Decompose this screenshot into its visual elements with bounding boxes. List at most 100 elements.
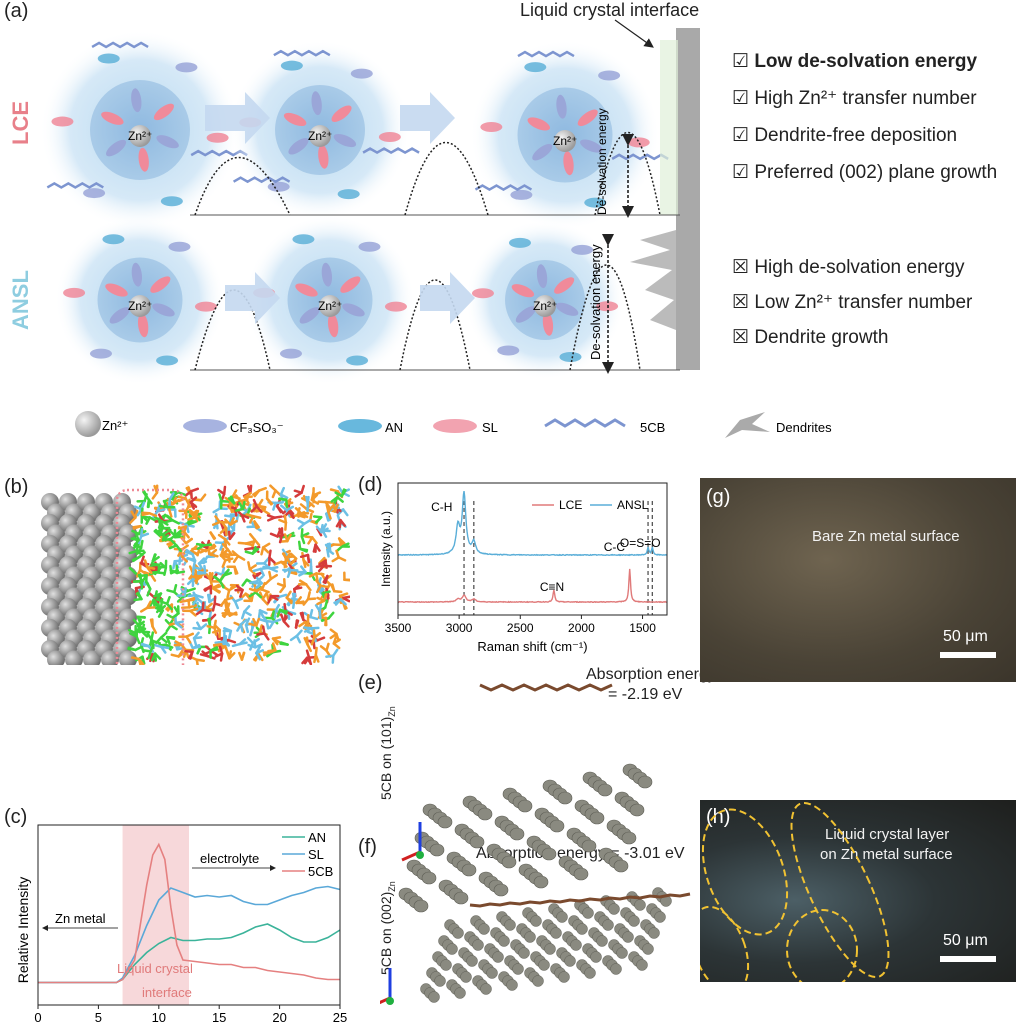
- x-tick-label: 15: [212, 1010, 226, 1024]
- sl-molecule: [150, 276, 171, 293]
- molecule-bond: [171, 498, 180, 506]
- molecule-bond: [213, 575, 222, 583]
- zn-atom: [524, 931, 536, 943]
- zn-atom: [610, 963, 622, 975]
- zn-atom: [613, 859, 629, 873]
- zn-atom: [584, 967, 596, 979]
- solvent-molecule: [378, 132, 401, 143]
- molecule-bond: [224, 557, 234, 562]
- dendrites: [630, 230, 676, 330]
- zn-ion-label: Zn²⁺: [553, 134, 577, 148]
- zn-atom: [454, 987, 466, 999]
- molecule-bond: [187, 516, 197, 521]
- anion: [156, 135, 179, 149]
- zn-ion: [534, 295, 556, 317]
- molecule-bond: [135, 635, 141, 645]
- spectrum-ansl: [397, 491, 668, 557]
- zn-atom: [642, 943, 654, 955]
- molecule-bond: [279, 641, 289, 646]
- molecule-bond: [146, 587, 152, 597]
- molecule-bond: [218, 493, 223, 503]
- molecule-bond: [184, 497, 191, 506]
- molecule-bond: [301, 611, 305, 622]
- molecule-bond: [177, 525, 188, 530]
- molecule-bond: [239, 498, 249, 503]
- triflate-icon: [183, 419, 227, 433]
- legend-label: SL: [308, 847, 324, 862]
- sl-molecule: [318, 144, 329, 169]
- molecule-bond: [149, 618, 154, 628]
- legend-sl: SL: [482, 420, 498, 435]
- molecule-bond: [271, 637, 281, 644]
- molecule-bond: [300, 528, 304, 538]
- molecule-bond: [304, 535, 314, 539]
- molecule-bond: [273, 515, 283, 519]
- solvent-molecule: [480, 121, 503, 132]
- molecule-bond: [302, 518, 312, 526]
- absorption-energy-e-value: = -2.19 eV: [608, 686, 683, 703]
- solvent-molecule: [63, 287, 86, 298]
- scale-label-g: 50 μm: [943, 628, 988, 645]
- molecule-bond: [279, 539, 289, 543]
- zn-atom: [628, 915, 640, 927]
- legend-glyphs: [75, 411, 770, 438]
- zn-atom: [550, 927, 562, 939]
- molecule-bond: [149, 643, 155, 653]
- zn-atom: [512, 963, 524, 975]
- molecule-bond: [295, 629, 303, 638]
- molecule-bond: [137, 657, 142, 665]
- molecule-bond: [153, 592, 163, 598]
- peak-label: O=S=O: [620, 536, 661, 550]
- solvent-molecule: [358, 241, 381, 252]
- anion: [580, 139, 603, 153]
- molecule-bond: [332, 638, 341, 645]
- zn-atom: [429, 843, 445, 857]
- molecule-bond: [304, 583, 312, 592]
- molecule-bond: [168, 508, 173, 518]
- solvent-molecule: [350, 68, 373, 79]
- zn-ion: [554, 130, 576, 152]
- zn-ion-label: Zn²⁺: [318, 299, 342, 313]
- molecule-bond: [314, 604, 322, 613]
- molecule-bond: [268, 570, 273, 581]
- zn-atom: [469, 835, 485, 849]
- zn-atom: [557, 791, 573, 805]
- molecule-bond: [135, 592, 143, 601]
- checkbox-crossed-icon: ☒: [732, 292, 755, 313]
- peak-label: C-H: [431, 500, 452, 514]
- checklist-item: ☒ Dendrite growth: [732, 326, 972, 361]
- molecule-bond: [305, 649, 311, 659]
- molecule-bond: [255, 576, 263, 585]
- solvent-molecule: [267, 181, 290, 192]
- zn-ion-label: Zn²⁺: [128, 299, 152, 313]
- x-tick-label: 25: [333, 1010, 347, 1024]
- zn-atom: [486, 967, 498, 979]
- molecule-bond: [276, 582, 286, 588]
- molecule-bond: [318, 556, 326, 565]
- interface-highlight-box: [115, 488, 185, 665]
- zn-atom: [518, 947, 530, 959]
- zn-atom: [544, 943, 556, 955]
- zn-atom: [421, 871, 437, 885]
- molecule-bond: [251, 545, 257, 555]
- molecule-bond: [319, 584, 329, 589]
- molecule-bond: [188, 607, 199, 613]
- molecule-bond: [203, 585, 212, 592]
- checklist-item: ☒ High de-solvation energy: [732, 256, 972, 291]
- molecule-bond: [230, 495, 236, 505]
- desolvation-label-ansl: De-solvation energy: [588, 244, 603, 360]
- molecule-bond: [271, 489, 277, 499]
- molecule-bond: [206, 625, 216, 630]
- molecule-bond: [151, 491, 159, 500]
- zn-ion-label: Zn²⁺: [308, 129, 332, 143]
- molecule-bond: [189, 500, 198, 509]
- molecule-bond: [241, 500, 246, 511]
- series-line-an: [38, 923, 341, 984]
- molecule-bond: [305, 495, 310, 506]
- molecule-bond: [209, 553, 219, 558]
- molecule-bond: [244, 542, 254, 547]
- legend-label: AN: [308, 830, 326, 845]
- absorption-energy-e-label: Absorption energy: [586, 666, 716, 683]
- molecule-bond: [140, 644, 150, 648]
- zn-ion-label: Zn²⁺: [533, 299, 557, 313]
